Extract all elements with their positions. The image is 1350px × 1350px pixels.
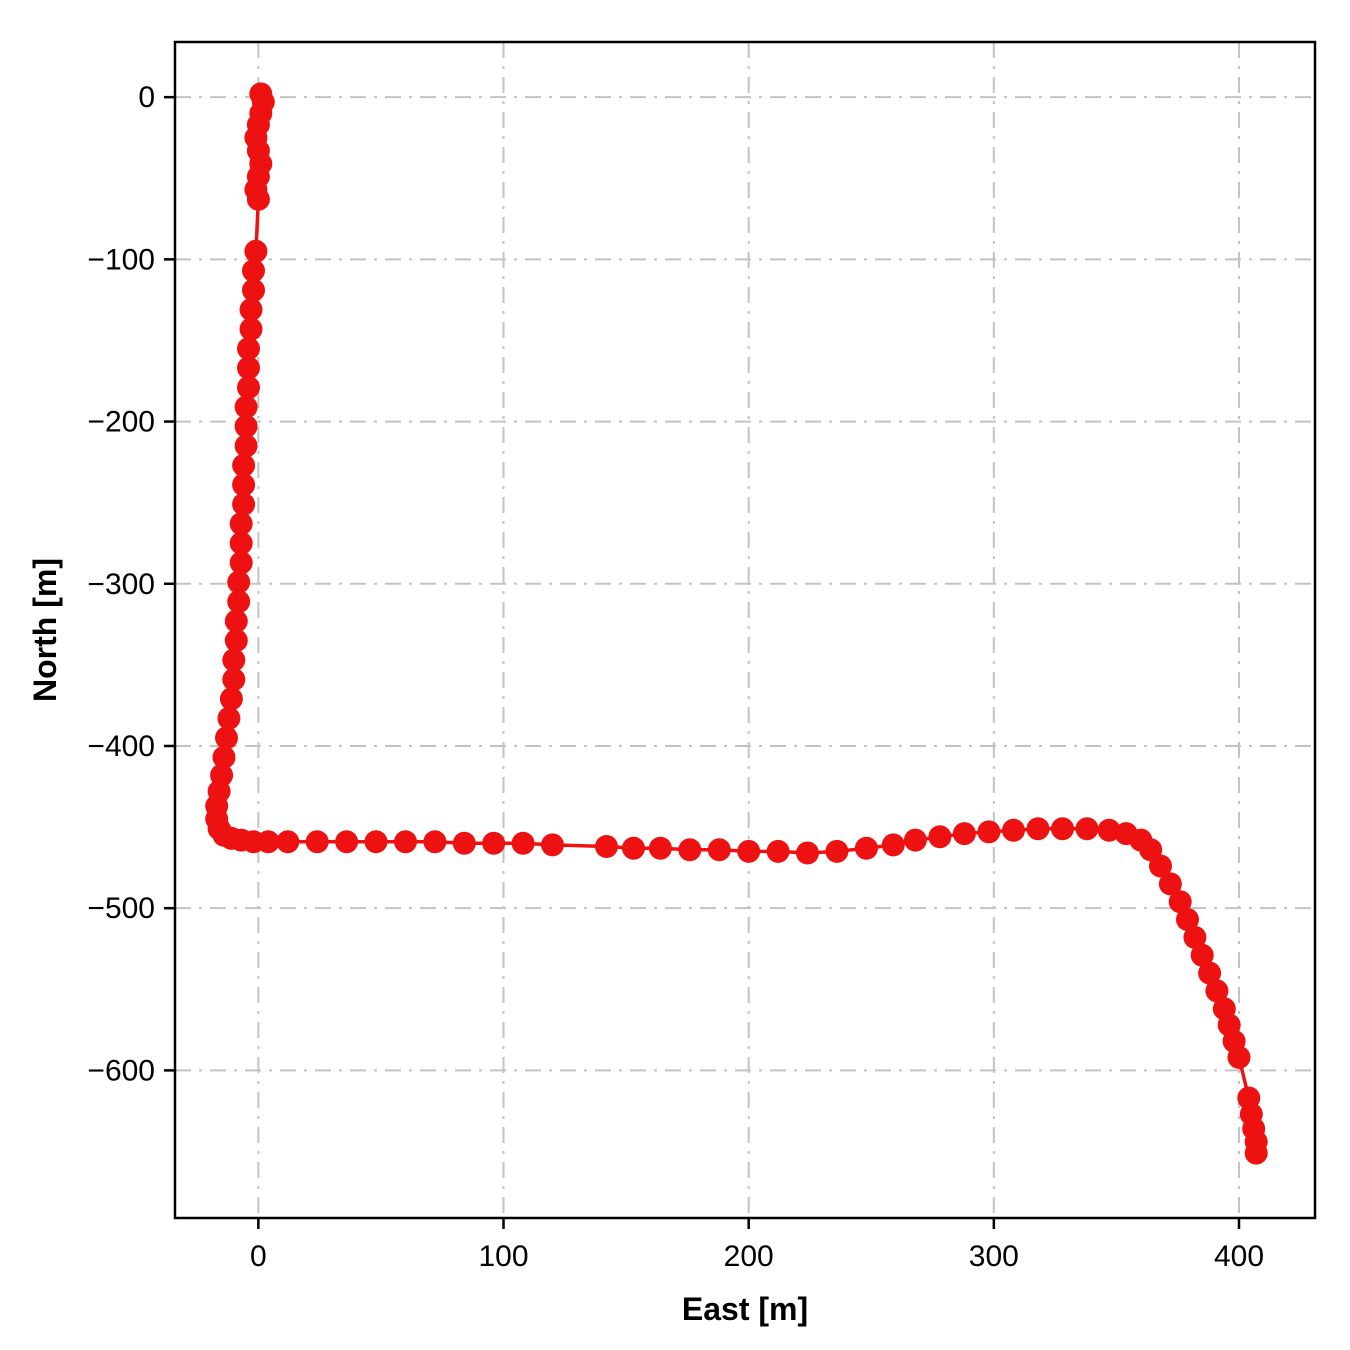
data-point-marker [1244,1141,1268,1165]
x-tick-label: 0 [250,1240,267,1273]
data-point-marker [952,822,976,846]
data-point-marker [237,376,260,399]
data-point-marker [229,512,253,536]
x-tick-label: 100 [478,1240,528,1273]
data-point-marker [1097,818,1121,842]
data-point-marker [217,706,241,730]
data-point-marker [903,828,927,852]
data-point-marker [707,838,731,862]
y-tick-label: −500 [87,892,155,925]
y-tick-label: −200 [87,406,155,439]
data-point-marker [1227,1045,1251,1069]
data-point-marker [242,278,265,302]
data-point-marker [364,830,388,854]
data-point-marker [796,841,819,865]
data-point-marker [232,453,256,477]
data-point-marker [276,830,300,854]
x-tick-label: 200 [724,1240,774,1273]
y-tick-label: −400 [87,730,155,763]
data-point-marker [1002,818,1025,842]
data-point-marker [239,298,263,322]
y-tick-label: −300 [87,568,155,601]
data-point-marker [234,434,258,458]
data-point-marker [232,492,256,516]
data-point-marker [622,836,645,860]
trajectory-line [214,92,1258,1155]
data-point-marker [234,414,258,438]
data-point-marker [227,590,251,614]
x-tick-label: 300 [969,1240,1019,1273]
data-point-marker [541,833,564,857]
data-point-marker [224,609,248,633]
data-point-marker [237,356,260,380]
data-point-marker [595,835,618,858]
data-point-marker [977,820,1001,844]
data-point-marker [246,187,270,211]
plot-border [173,40,1317,1220]
y-tick-label: −600 [87,1054,155,1087]
data-point-marker [394,830,417,854]
grid-lines [175,42,1315,1218]
y-axis-label: North [m] [27,558,63,702]
data-point-marker [1149,854,1172,878]
data-point-marker [1158,872,1182,896]
data-point-marker [1075,817,1099,841]
data-point-marker [825,839,849,863]
data-point-marker [678,838,702,862]
data-point-marker [229,531,253,555]
data-point-marker [452,831,476,855]
x-axis-label: East [m] [682,1291,808,1327]
trajectory-series [205,82,1268,1165]
data-point-marker [237,337,260,361]
data-point-marker [222,668,246,691]
data-point-marker [648,836,672,860]
data-point-marker [1168,890,1192,914]
data-point-marker [222,648,246,672]
axes: 0 100 200 300 400 0 −100 −200 −300 −400 −500 −600 Ea… [27,81,1264,1327]
data-point-marker [737,839,761,863]
data-point-marker [1051,817,1074,841]
data-point-marker [224,629,248,652]
data-point-marker [1190,943,1214,967]
data-point-marker [242,259,265,283]
data-point-marker [215,726,238,750]
data-point-marker [766,839,790,863]
data-point-marker [229,551,253,575]
data-point-marker [881,833,905,857]
data-point-marker [232,473,256,497]
data-point-marker [482,831,506,855]
data-point-marker [511,831,535,855]
x-tick-label: 400 [1214,1240,1264,1273]
y-tick-label: −100 [87,243,155,276]
data-point-marker [1205,979,1229,1003]
data-point-marker [256,830,280,854]
data-point-marker [244,239,268,263]
data-point-marker [854,836,878,860]
data-point-marker [239,317,263,341]
data-point-marker [423,830,447,854]
data-point-marker [1176,908,1199,931]
data-point-marker [305,830,329,854]
data-point-marker [1198,961,1222,985]
data-point-marker [1026,817,1050,841]
data-point-marker [928,825,952,849]
data-point-marker [227,570,251,594]
data-point-marker [234,395,258,419]
data-point-marker [335,830,359,854]
data-point-marker [1183,925,1207,949]
data-point-marker [219,687,243,711]
data-point-marker [212,745,236,769]
y-tick-label: 0 [138,81,155,114]
